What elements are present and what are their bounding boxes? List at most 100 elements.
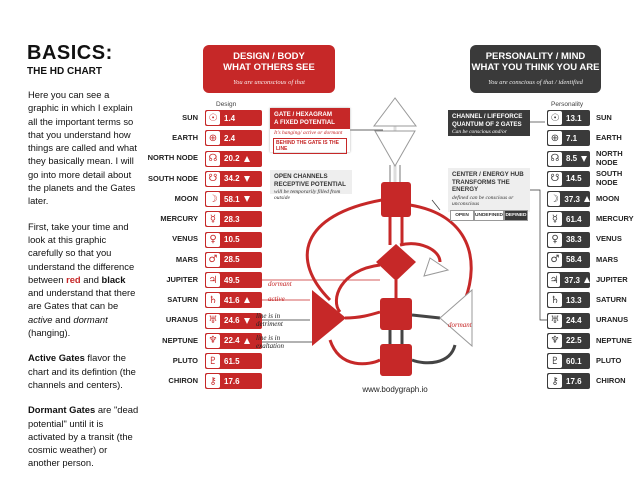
paragraph: Dormant Gates are "dead potential" until… bbox=[28, 403, 140, 469]
planet-symbol: ⊕ bbox=[206, 131, 220, 146]
planet-symbol: ♅ bbox=[548, 313, 562, 328]
solar-plexus-center bbox=[439, 288, 473, 348]
planet-symbol: ♆ bbox=[206, 333, 220, 348]
ajna-center bbox=[374, 130, 416, 168]
annotation-title: OPEN CHANNELS bbox=[274, 173, 328, 180]
text-run: active bbox=[28, 313, 53, 325]
planet-symbol: ♂ bbox=[548, 252, 562, 267]
channel bbox=[328, 339, 381, 366]
personality-activation: ♄ 13.3 bbox=[547, 292, 590, 309]
gate-line: 22.5 bbox=[566, 336, 582, 346]
personality-activation: ♆ 22.5 bbox=[547, 332, 590, 349]
side-note: active bbox=[268, 295, 285, 303]
design-activation: ☉ 1.4 bbox=[205, 110, 262, 126]
planet-label: SUN bbox=[182, 112, 198, 122]
personality-activation: ☋ 14.5 bbox=[547, 170, 590, 187]
gate-line: 24.6 bbox=[224, 316, 240, 325]
text-run: and understand that there are Gates that… bbox=[28, 287, 136, 312]
center-states: OPEN UNDEFINED DEFINED bbox=[450, 209, 529, 221]
gate-line: 61.4 bbox=[566, 214, 582, 224]
planet-symbol: ☿ bbox=[206, 212, 220, 227]
planet-symbol: ♄ bbox=[548, 293, 562, 308]
line-mark bbox=[584, 277, 590, 283]
text-run: black bbox=[101, 273, 126, 285]
annotation-note: defined can be conscious or unconscious bbox=[452, 194, 514, 207]
planet-symbol: ♅ bbox=[206, 313, 220, 328]
gate-line: 60.1 bbox=[566, 356, 582, 366]
gate-line: 28.5 bbox=[224, 255, 240, 265]
line-mark bbox=[243, 155, 250, 162]
intro-text: Here you can see a graphic in which I ex… bbox=[28, 88, 140, 482]
planet-label: JUPITER bbox=[596, 274, 628, 284]
planet-label: SOUTH NODE bbox=[147, 173, 198, 183]
planet-symbol: ☉ bbox=[548, 111, 562, 125]
channels bbox=[305, 125, 473, 366]
gate-line: 10.5 bbox=[224, 235, 240, 244]
planet-label: SATURN bbox=[596, 295, 627, 304]
gate-annotation: GATE / HEXAGRAM A FIXED POTENTIAL It's h… bbox=[270, 108, 350, 154]
planet-symbol: ♀ bbox=[206, 232, 220, 247]
design-activation: ♄ 41.6 bbox=[205, 292, 262, 309]
gate-line: 58.4 bbox=[566, 255, 582, 265]
planet-label: NEPTUNE bbox=[162, 335, 198, 345]
center-state: UNDEFINED bbox=[474, 209, 504, 221]
planet-label: CHIRON bbox=[168, 376, 198, 385]
center-state: OPEN bbox=[450, 209, 475, 221]
design-activation: ☊ 20.2 bbox=[205, 150, 262, 167]
throat-center bbox=[381, 182, 411, 217]
planet-symbol: ♃ bbox=[206, 273, 220, 287]
gate-line: 17.6 bbox=[224, 376, 240, 386]
planet-label: SOUTH NODE bbox=[596, 169, 623, 187]
channel bbox=[411, 313, 441, 320]
personality-activation: ☊ 8.5 bbox=[547, 150, 590, 167]
connectors bbox=[262, 121, 547, 343]
personality-activation: ☿ 61.4 bbox=[547, 211, 590, 228]
personality-activation: ⊕ 7.1 bbox=[547, 130, 590, 147]
gate-line: 34.2 bbox=[224, 174, 240, 184]
gate-line: 41.6 bbox=[224, 295, 240, 305]
design-activation: ⊕ 2.4 bbox=[205, 130, 262, 147]
panel-title: DESIGN / BODY bbox=[233, 51, 305, 62]
design-activation: ☿ 28.3 bbox=[205, 211, 262, 228]
personality-activation: ♀ 38.3 bbox=[547, 231, 590, 248]
annotation-line: BEHIND THE GATE IS THE LINE bbox=[273, 138, 347, 154]
planet-symbol: ⚷ bbox=[206, 374, 220, 389]
design-activation: ♂ 28.5 bbox=[205, 251, 262, 268]
text-run: Active Gates bbox=[28, 352, 85, 364]
page: { "header": {"title": "BASICS:", "subtit… bbox=[27, 42, 634, 469]
text-run: and bbox=[80, 273, 102, 285]
text-run: red bbox=[66, 273, 81, 285]
personality-activation: ♇ 60.1 bbox=[547, 353, 590, 369]
planet-label: URANUS bbox=[596, 315, 629, 325]
channel-annotation: CHANNEL / LIFEFORCE QUANTUM OF 2 GATES C… bbox=[448, 110, 530, 141]
column-label: Personality bbox=[551, 101, 584, 108]
planet-symbol: ♂ bbox=[206, 252, 220, 267]
subtitle: THE HD CHART bbox=[27, 66, 102, 77]
channel bbox=[409, 203, 473, 301]
channel bbox=[389, 165, 401, 182]
gate-line: 20.2 bbox=[224, 154, 240, 163]
gate-line: 17.6 bbox=[566, 376, 582, 386]
planet-label: MARS bbox=[596, 254, 619, 264]
planet-label: SATURN bbox=[167, 295, 198, 304]
gate-line: 1.4 bbox=[224, 113, 236, 123]
text-run: Dormant Gates bbox=[28, 404, 96, 416]
planet-symbol: ⚷ bbox=[548, 374, 562, 389]
annotation-title: CENTER / ENERGY HUB bbox=[452, 171, 524, 178]
planet-label: NORTH NODE bbox=[147, 153, 198, 163]
gate-line: 38.3 bbox=[566, 235, 582, 244]
personality-activation: ♂ 58.4 bbox=[547, 251, 590, 268]
connector bbox=[530, 189, 547, 321]
heart-center bbox=[423, 257, 450, 277]
planet-label: NORTH NODE bbox=[596, 149, 623, 167]
text-run: First, take your time and look at this g… bbox=[28, 220, 135, 285]
channel bbox=[305, 198, 383, 302]
panel-subtitle: WHAT OTHERS SEE bbox=[223, 62, 315, 73]
planet-label: MERCURY bbox=[160, 214, 198, 223]
gate-line: 37.3 bbox=[564, 194, 580, 204]
personality-activation: ♃ 37.3 bbox=[547, 272, 590, 288]
channel bbox=[334, 263, 381, 313]
personality-activation: ♅ 24.4 bbox=[547, 312, 590, 329]
annotation-subtitle: QUANTUM OF 2 GATES bbox=[452, 120, 522, 128]
planet-symbol: ☿ bbox=[548, 212, 562, 227]
